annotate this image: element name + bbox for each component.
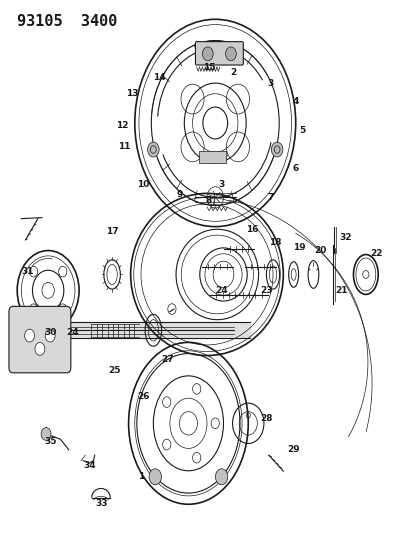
Text: 18: 18: [268, 238, 281, 247]
Circle shape: [215, 469, 227, 484]
Text: 5: 5: [298, 126, 304, 135]
Circle shape: [41, 427, 51, 440]
Circle shape: [35, 343, 45, 356]
Text: 24: 24: [215, 286, 227, 295]
Text: 9: 9: [177, 190, 183, 199]
Text: 30: 30: [44, 328, 56, 337]
Circle shape: [271, 142, 282, 157]
Text: 25: 25: [108, 366, 120, 375]
Text: 24: 24: [66, 328, 79, 337]
Text: 6: 6: [292, 164, 298, 173]
Text: 11: 11: [118, 142, 131, 151]
Text: 27: 27: [161, 355, 174, 364]
Circle shape: [147, 142, 159, 157]
Circle shape: [225, 47, 236, 61]
Circle shape: [45, 329, 55, 342]
Text: 8: 8: [205, 196, 212, 205]
FancyBboxPatch shape: [195, 42, 243, 65]
Text: 35: 35: [44, 438, 56, 447]
Text: 3: 3: [267, 78, 273, 87]
Text: 4: 4: [292, 97, 298, 106]
Text: 32: 32: [338, 233, 351, 242]
Text: 12: 12: [116, 121, 128, 130]
Text: 34: 34: [83, 462, 95, 470]
Text: 19: 19: [293, 244, 305, 253]
Text: 28: 28: [260, 414, 273, 423]
Text: 26: 26: [136, 392, 149, 401]
Text: 29: 29: [287, 446, 299, 455]
Text: 31: 31: [21, 268, 34, 276]
Text: 21: 21: [334, 286, 347, 295]
Text: 2: 2: [230, 68, 236, 77]
Text: 7: 7: [267, 193, 273, 202]
Text: 23: 23: [260, 286, 273, 295]
Text: 10: 10: [137, 180, 149, 189]
Text: 13: 13: [126, 89, 139, 98]
Text: 33: 33: [95, 498, 108, 507]
Text: 15: 15: [202, 63, 215, 71]
Circle shape: [149, 469, 161, 484]
Circle shape: [24, 329, 34, 342]
Text: 1: 1: [138, 472, 144, 481]
Circle shape: [202, 47, 213, 61]
Text: 3: 3: [218, 180, 224, 189]
Text: 20: 20: [313, 246, 326, 255]
Text: 16: 16: [246, 225, 258, 234]
Text: 14: 14: [153, 73, 166, 82]
FancyBboxPatch shape: [9, 306, 71, 373]
Bar: [198, 151, 225, 163]
Text: 17: 17: [106, 228, 118, 237]
Text: 22: 22: [369, 249, 382, 258]
Text: 93105  3400: 93105 3400: [17, 14, 117, 29]
